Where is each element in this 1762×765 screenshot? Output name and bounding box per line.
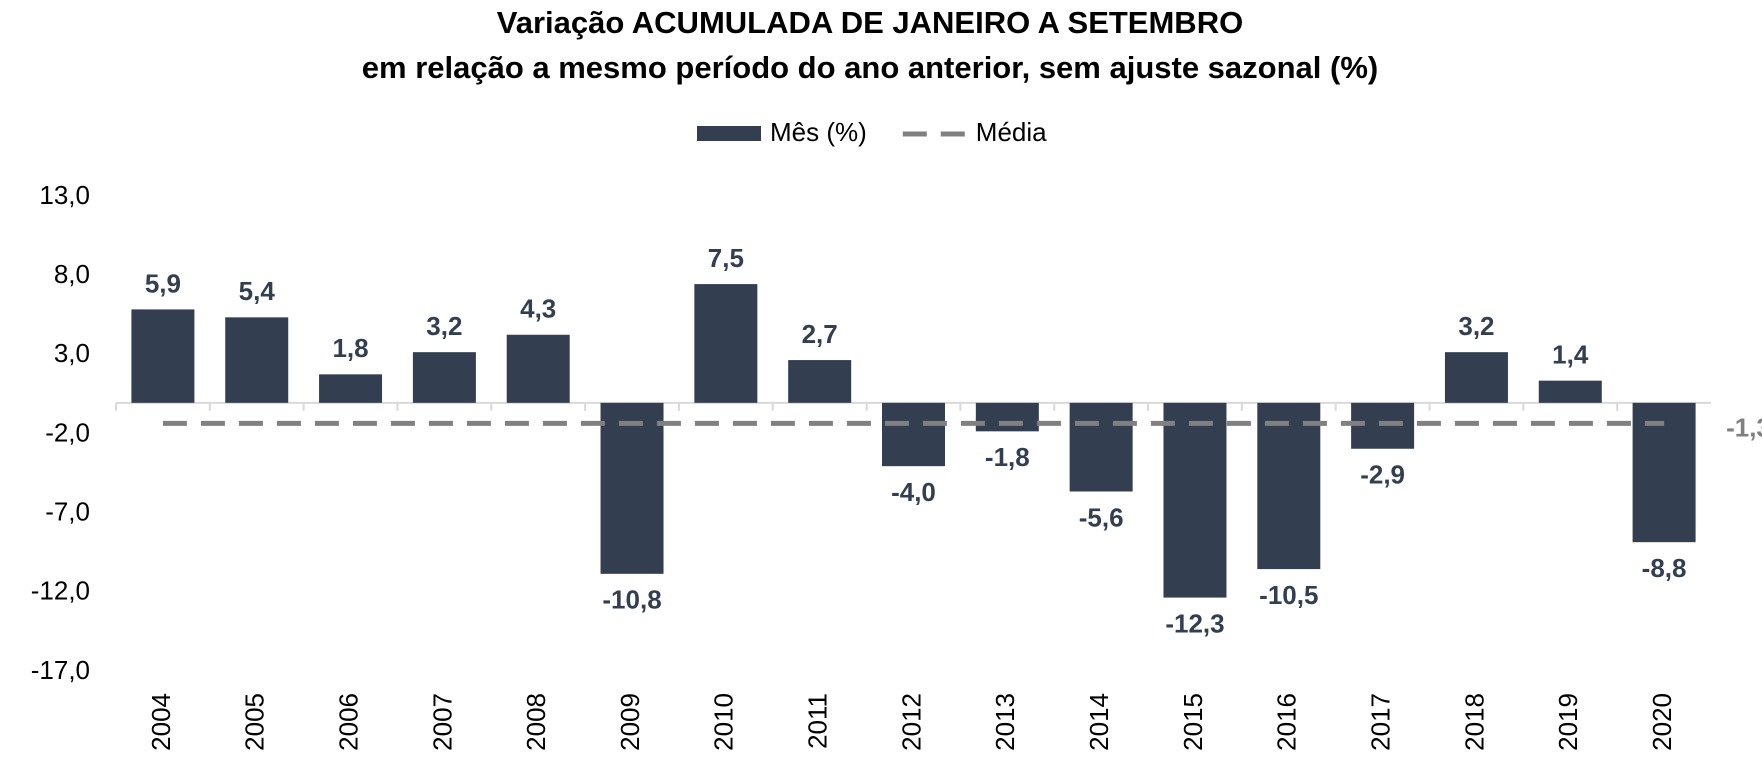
data-label: 3,2 — [426, 311, 462, 341]
bar — [975, 402, 1039, 432]
data-label: -1,8 — [985, 442, 1030, 472]
bar — [1257, 402, 1321, 570]
x-tick-label: 2012 — [896, 693, 926, 751]
data-label: -5,6 — [1079, 502, 1124, 532]
data-label: 1,8 — [332, 333, 368, 363]
y-tick-label: -12,0 — [31, 576, 90, 606]
bar — [225, 317, 289, 403]
x-tick-label: 2009 — [615, 693, 645, 751]
data-label: -2,9 — [1360, 460, 1405, 490]
data-label: -10,8 — [602, 585, 661, 615]
x-tick-label: 2020 — [1647, 693, 1677, 751]
bar — [412, 352, 476, 403]
x-tick-label: 2017 — [1365, 693, 1395, 751]
chart-subtitle: em relação a mesmo período do ano anteri… — [362, 50, 1378, 85]
y-tick-label: 8,0 — [54, 259, 90, 289]
bar — [694, 284, 758, 403]
bar — [506, 334, 570, 403]
x-tick-label: 2016 — [1272, 693, 1302, 751]
x-tick-label: 2005 — [240, 693, 270, 751]
data-label: -4,0 — [891, 477, 936, 507]
legend-swatch — [697, 126, 761, 141]
y-tick-label: -17,0 — [31, 655, 90, 685]
bar — [1444, 352, 1508, 403]
data-label: 5,9 — [145, 268, 181, 298]
data-label: 4,3 — [520, 294, 556, 324]
data-label: -1,3 — [1726, 412, 1762, 442]
legend-label: Mês (%) — [770, 117, 867, 147]
x-tick-label: 2011 — [803, 693, 833, 749]
bar — [1069, 402, 1133, 492]
data-label: 2,7 — [802, 319, 838, 349]
y-tick-label: -2,0 — [45, 417, 90, 447]
bar — [1632, 402, 1696, 543]
data-label: -10,5 — [1259, 580, 1318, 610]
bar — [882, 402, 945, 467]
bar — [600, 402, 664, 574]
x-tick-label: 2004 — [146, 693, 176, 751]
data-label: 5,4 — [239, 276, 276, 306]
x-tick-label: 2018 — [1459, 693, 1489, 751]
x-tick-label: 2007 — [427, 693, 457, 751]
data-label: -8,8 — [1642, 553, 1687, 583]
bar — [319, 374, 383, 403]
x-tick-label: 2014 — [1084, 693, 1114, 751]
legend-label: Média — [976, 117, 1047, 147]
data-label: -12,3 — [1165, 608, 1224, 638]
data-label: 7,5 — [708, 243, 744, 273]
bar — [788, 360, 852, 403]
data-label: 1,4 — [1552, 340, 1589, 370]
x-tick-label: 2008 — [521, 693, 551, 751]
x-tick-label: 2006 — [333, 693, 363, 751]
chart-title: Variação ACUMULADA DE JANEIRO A SETEMBRO — [497, 5, 1243, 40]
x-tick-label: 2019 — [1553, 693, 1583, 751]
y-tick-label: -7,0 — [45, 497, 90, 527]
x-tick-label: 2010 — [709, 693, 739, 751]
x-tick-label: 2015 — [1178, 693, 1208, 751]
bar — [131, 309, 195, 403]
bar — [1163, 402, 1227, 598]
y-tick-label: 13,0 — [39, 180, 90, 210]
x-tick-label: 2013 — [990, 693, 1020, 751]
bar — [1538, 380, 1602, 403]
data-label: 3,2 — [1458, 311, 1494, 341]
y-tick-label: 3,0 — [54, 338, 90, 368]
